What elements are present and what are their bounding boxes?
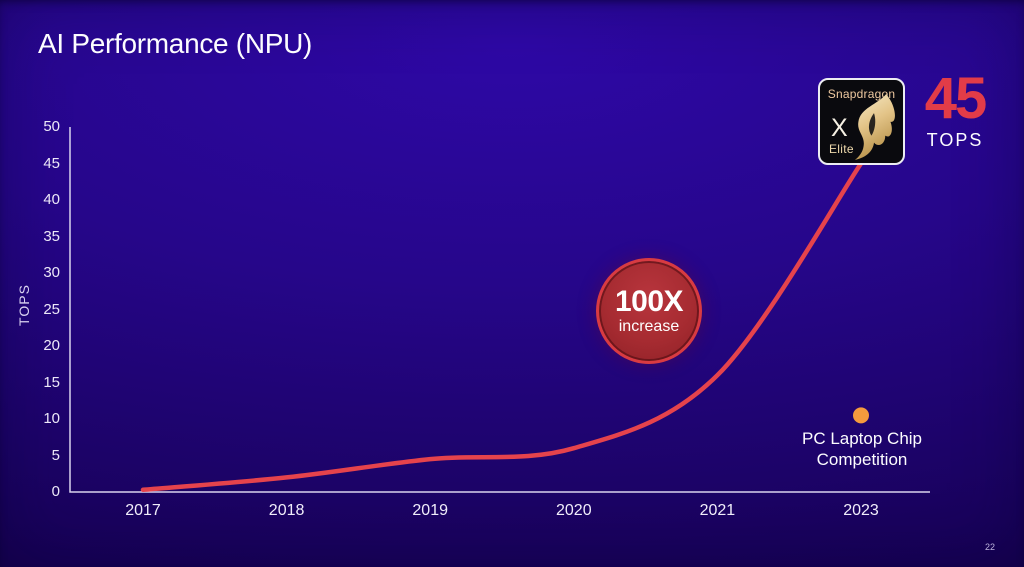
x-tick-label: 2023 bbox=[843, 502, 879, 519]
y-tick-label: 40 bbox=[43, 191, 60, 208]
y-tick-label: 35 bbox=[43, 227, 60, 245]
snapdragon-x-elite-badge: Snapdragon X Elite bbox=[818, 78, 905, 165]
competition-data-point bbox=[853, 407, 869, 424]
y-tick-label: 30 bbox=[43, 264, 60, 281]
y-tick-label: 50 bbox=[43, 118, 60, 135]
y-tick-label: 10 bbox=[43, 410, 60, 427]
peak-unit: TOPS bbox=[926, 130, 984, 150]
slide-title: AI Performance (NPU) bbox=[38, 28, 313, 59]
competition-label-line2: Competition bbox=[816, 450, 908, 470]
x-tick-label: 2019 bbox=[412, 502, 448, 519]
page-number: 22 bbox=[984, 542, 995, 552]
y-tick-label: 5 bbox=[51, 446, 60, 464]
performance-curve-line bbox=[140, 161, 864, 493]
x-tick-label: 2018 bbox=[268, 502, 305, 519]
y-tick-label: 15 bbox=[43, 373, 60, 391]
snapdragon-flame-icon bbox=[854, 94, 895, 160]
increase-badge-value: 100X bbox=[614, 284, 684, 318]
peak-value: 45 bbox=[924, 66, 988, 131]
increase-100x-badge: 100X increase bbox=[596, 258, 702, 364]
competition-label-line1: PC Laptop Chip bbox=[801, 429, 923, 448]
y-tick-label: 25 bbox=[43, 300, 60, 318]
x-tick-label: 2017 bbox=[125, 502, 161, 519]
y-tick-label: 0 bbox=[51, 483, 60, 500]
peak-performance-callout: 45 TOPS bbox=[914, 70, 996, 151]
increase-badge-caption: increase bbox=[618, 318, 680, 336]
competition-label: PC Laptop Chip Competition bbox=[789, 428, 935, 471]
axis-lines bbox=[69, 127, 930, 493]
chip-tier-label: Elite bbox=[829, 142, 854, 156]
y-tick-label: 45 bbox=[43, 154, 60, 172]
chip-model-letter: X bbox=[831, 114, 848, 142]
x-tick-label: 2020 bbox=[556, 502, 592, 519]
y-axis-title: TOPS bbox=[16, 284, 32, 326]
snapdragon-wordmark: Snapdragon bbox=[827, 87, 896, 101]
x-tick-label: 2021 bbox=[699, 502, 736, 519]
y-tick-label: 20 bbox=[43, 337, 60, 354]
